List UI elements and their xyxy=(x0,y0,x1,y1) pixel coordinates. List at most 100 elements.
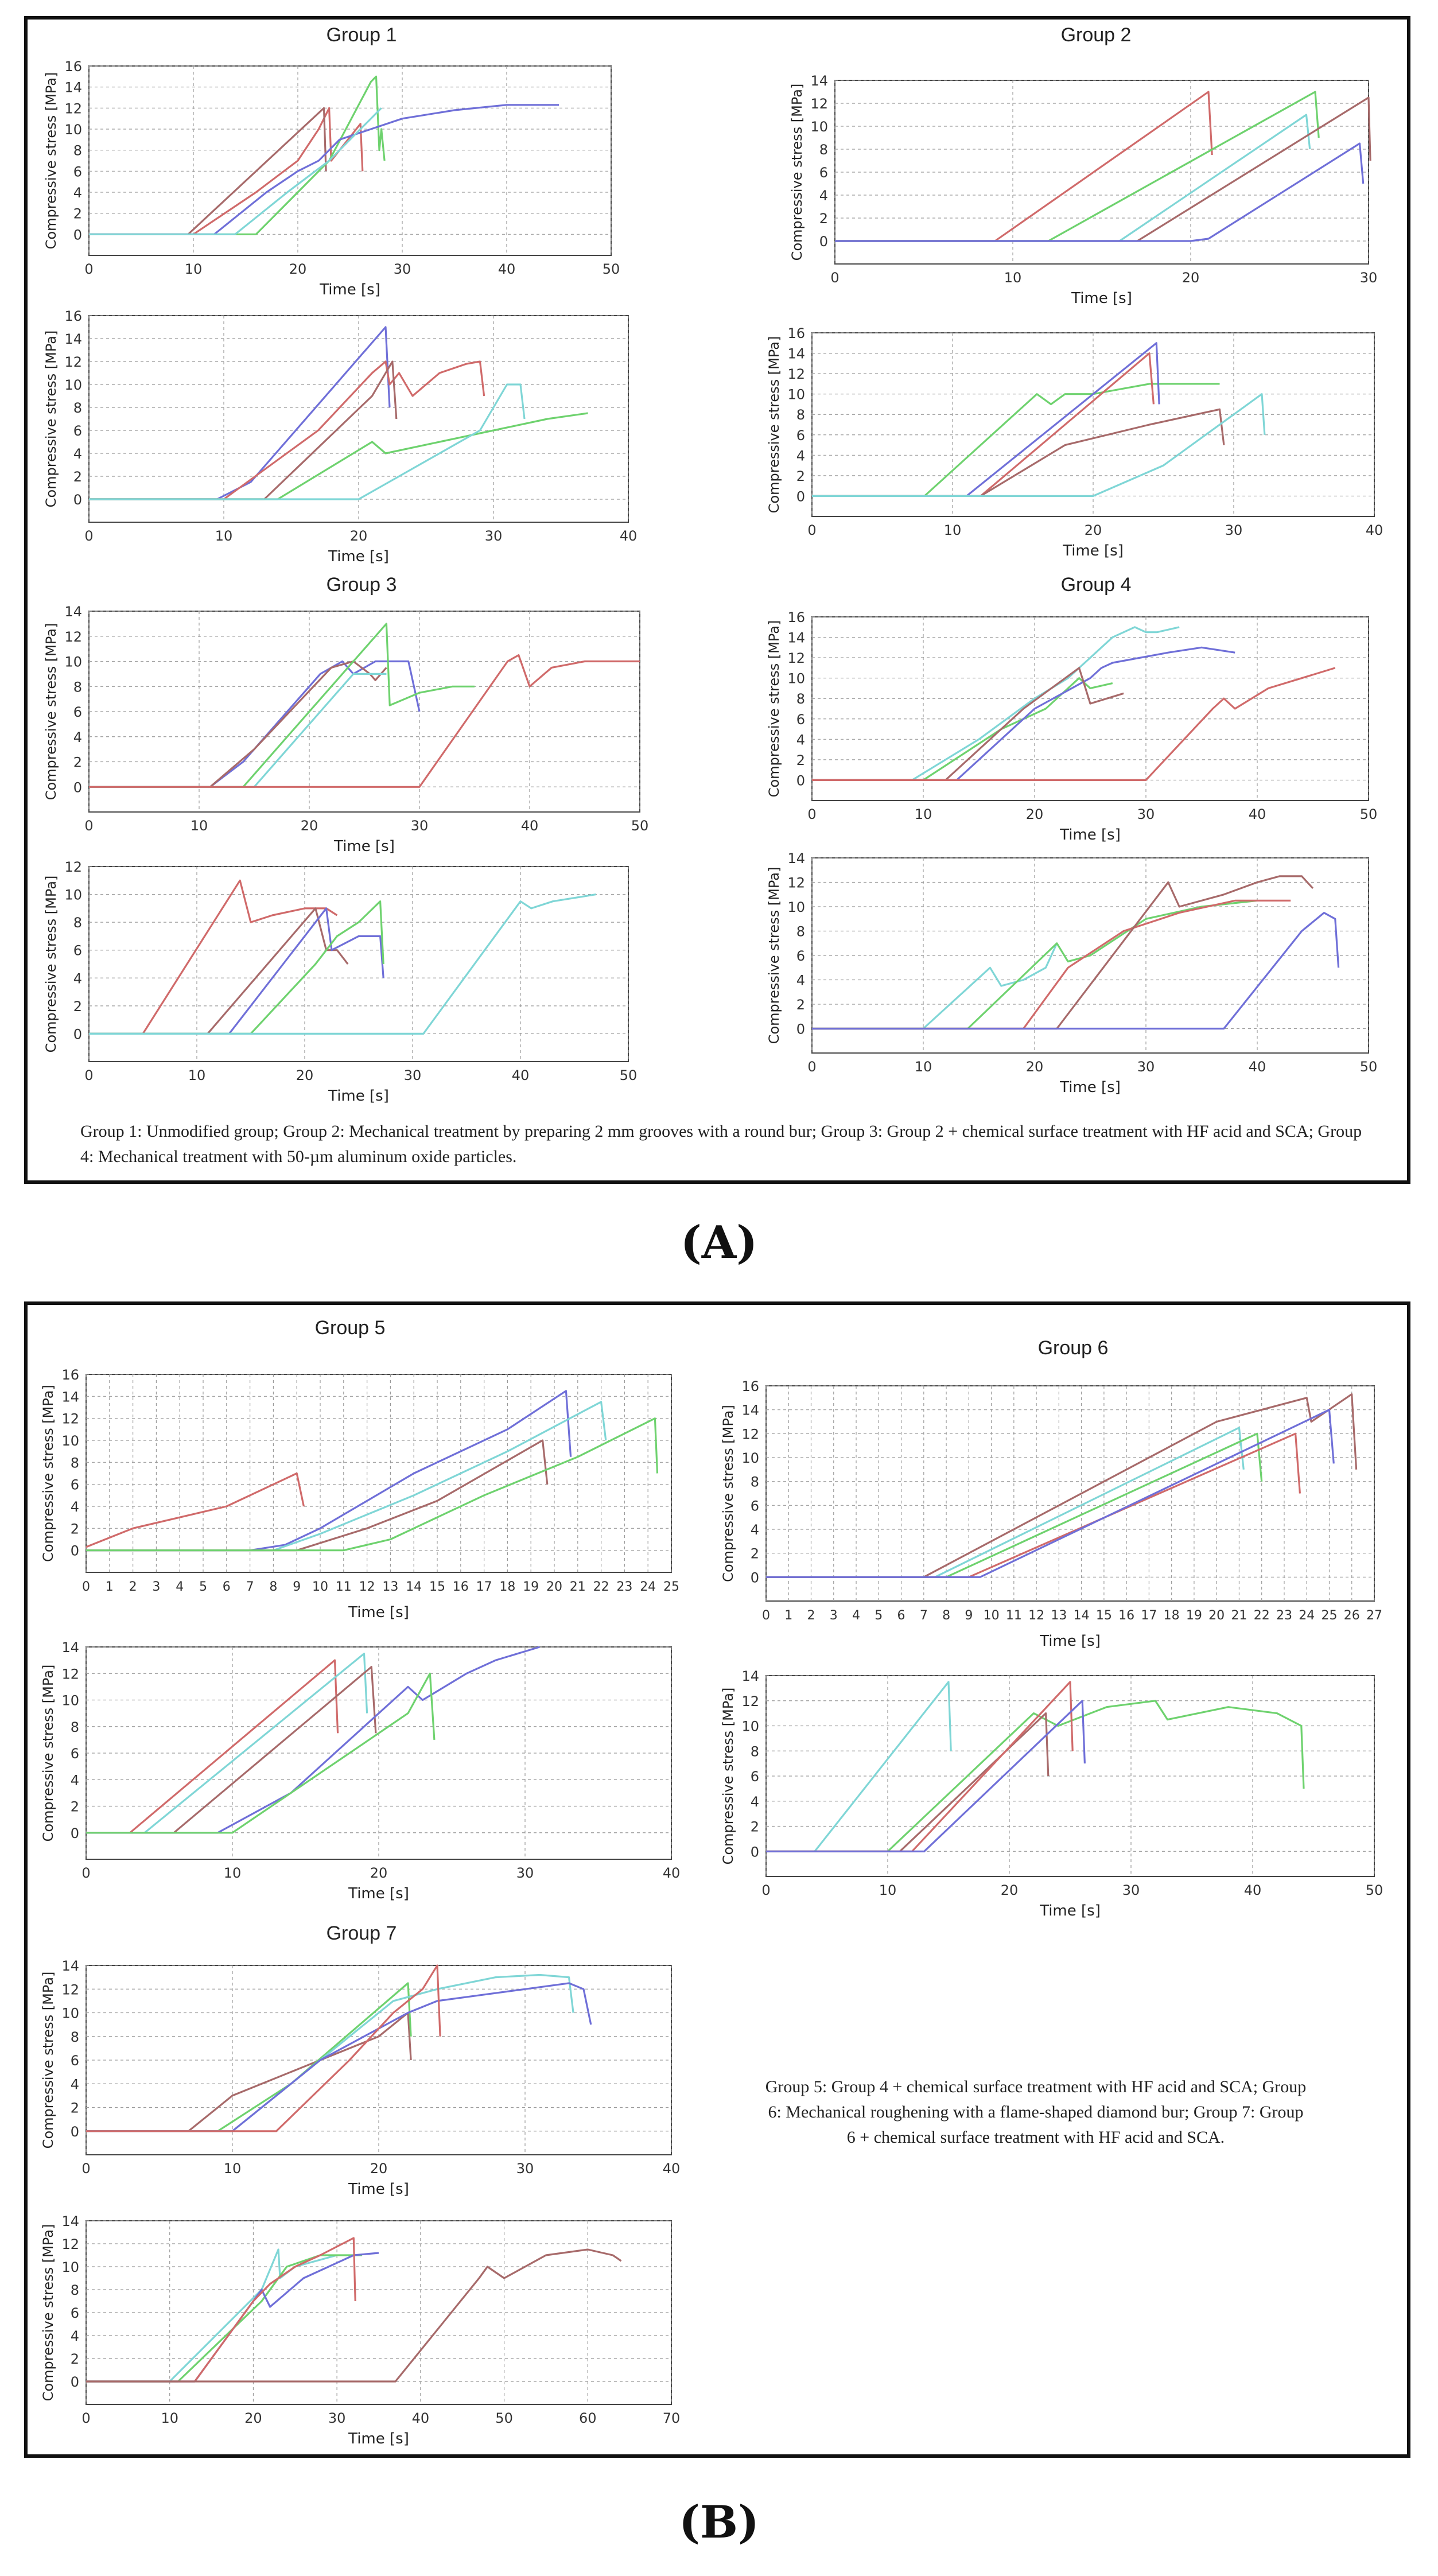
x-tick-label: 0 xyxy=(761,1882,770,1898)
x-tick-label: 40 xyxy=(1244,1882,1262,1898)
series-line-blue xyxy=(86,1982,592,2132)
x-tick-label: 11 xyxy=(336,1580,352,1594)
y-tick-label: 10 xyxy=(810,119,828,135)
x-tick-label: 18 xyxy=(1164,1608,1180,1623)
x-tick-label: 40 xyxy=(620,528,638,544)
y-axis-label: Compressive stress [MPa] xyxy=(40,1972,56,2149)
chart-group-1-bottom: 0 2 4 6 8 10 12 14 16 0 10 20 30 40 Time [s] Compressiv… xyxy=(43,308,638,565)
x-tick-label: 10 xyxy=(879,1882,897,1898)
x-tick-label: 60 xyxy=(579,2410,597,2426)
x-tick-label: 12 xyxy=(1028,1608,1044,1623)
y-tick-label: 2 xyxy=(751,1819,759,1835)
series-line-green xyxy=(766,1700,1305,1852)
x-tick-label: 18 xyxy=(499,1580,515,1594)
x-axis-label: Time [s] xyxy=(1059,826,1121,844)
series-line-cyan xyxy=(812,393,1266,497)
chart-group-7-bottom: 0 2 4 6 8 10 12 14 0 10 20 30 40 50 60 70 Time [s] Compre… xyxy=(40,2213,680,2447)
y-tick-label: 4 xyxy=(796,973,805,989)
series-line-red xyxy=(89,879,338,1035)
x-tick-label: 0 xyxy=(81,2161,90,2177)
y-tick-label: 2 xyxy=(796,997,805,1013)
y-tick-label: 14 xyxy=(64,604,82,620)
group-1-title: Group 1 xyxy=(326,24,397,46)
series-line-blue xyxy=(812,646,1235,781)
x-tick-label: 30 xyxy=(1122,1882,1140,1898)
series-line-blue xyxy=(812,912,1340,1030)
x-axis-label: Time [s] xyxy=(319,281,380,298)
x-tick-label: 20 xyxy=(1182,270,1200,286)
x-tick-label: 23 xyxy=(1276,1608,1292,1623)
x-tick-label: 10 xyxy=(1004,270,1022,286)
series-line-red xyxy=(86,1964,441,2132)
x-tick-label: 30 xyxy=(1360,270,1378,286)
y-tick-label: 4 xyxy=(73,185,82,201)
y-axis-label: Compressive stress [MPa] xyxy=(43,623,59,801)
x-tick-label: 40 xyxy=(512,1067,530,1083)
y-tick-label: 0 xyxy=(819,234,828,250)
chart-group-2-top: 0 2 4 6 8 10 12 14 0 10 20 30 Time [s] Compressive st… xyxy=(789,73,1378,307)
y-tick-label: 2 xyxy=(73,755,82,771)
y-tick-label: 14 xyxy=(61,1389,79,1405)
x-tick-label: 5 xyxy=(199,1580,207,1594)
y-tick-label: 10 xyxy=(787,671,805,687)
y-tick-label: 0 xyxy=(796,772,805,788)
x-tick-label: 0 xyxy=(807,1059,816,1075)
y-tick-label: 12 xyxy=(810,96,828,112)
x-axis-label: Time [s] xyxy=(1059,1079,1121,1096)
chart-group-2-bottom: 0 2 4 6 8 10 12 14 16 0 10 20 30 40 Time [s] Compressiv… xyxy=(766,325,1383,560)
y-tick-label: 4 xyxy=(73,729,82,745)
x-tick-label: 25 xyxy=(663,1580,679,1594)
y-tick-label: 8 xyxy=(71,1455,79,1471)
x-tick-label: 30 xyxy=(411,818,429,834)
y-tick-label: 16 xyxy=(64,308,82,324)
y-tick-label: 12 xyxy=(64,629,82,645)
x-tick-label: 3 xyxy=(830,1608,838,1623)
x-tick-label: 10 xyxy=(915,1059,932,1075)
group-4-title: Group 4 xyxy=(1060,574,1132,596)
series-line-red xyxy=(89,654,640,788)
y-tick-label: 0 xyxy=(71,1825,79,1841)
chart-group-3-top: 0 2 4 6 8 10 12 14 0 10 20 30 40 50 Time [s] Compressiv… xyxy=(43,604,648,855)
x-tick-label: 4 xyxy=(176,1580,184,1594)
x-tick-label: 40 xyxy=(663,2161,681,2177)
series-line-red xyxy=(85,1472,305,1548)
x-tick-label: 50 xyxy=(1360,1059,1378,1075)
y-tick-label: 6 xyxy=(751,1769,759,1785)
y-tick-label: 4 xyxy=(71,1772,79,1788)
x-tick-label: 0 xyxy=(84,528,93,544)
x-tick-label: 40 xyxy=(663,1865,681,1881)
x-tick-label: 0 xyxy=(807,522,816,538)
caption-b: Group 5: Group 4 + chemical surface trea… xyxy=(765,2077,1307,2147)
series-line-blue xyxy=(766,1700,1086,1852)
x-tick-label: 8 xyxy=(942,1608,950,1623)
y-tick-label: 4 xyxy=(819,188,828,204)
y-tick-label: 6 xyxy=(71,1746,79,1762)
series-line-green xyxy=(812,383,1220,497)
x-tick-label: 21 xyxy=(1231,1608,1247,1623)
x-tick-label: 0 xyxy=(84,261,93,277)
x-tick-label: 23 xyxy=(616,1580,632,1594)
x-tick-label: 5 xyxy=(875,1608,883,1623)
x-tick-label: 24 xyxy=(640,1580,656,1594)
y-tick-label: 10 xyxy=(741,1450,759,1466)
y-axis-label: Compressive stress [MPa] xyxy=(766,336,782,514)
series-line-green xyxy=(86,1417,659,1552)
group-6-title: Group 6 xyxy=(1037,1337,1109,1359)
x-tick-label: 0 xyxy=(84,1067,93,1083)
y-tick-label: 0 xyxy=(796,488,805,504)
x-tick-label: 40 xyxy=(1249,806,1266,822)
y-tick-label: 12 xyxy=(64,354,82,370)
y-tick-label: 8 xyxy=(71,1719,79,1735)
y-tick-label: 14 xyxy=(787,346,805,362)
x-tick-label: 21 xyxy=(570,1580,586,1594)
x-axis-label: Time [s] xyxy=(348,2430,409,2447)
x-tick-label: 17 xyxy=(476,1580,492,1594)
y-tick-label: 14 xyxy=(787,630,805,646)
x-tick-label: 6 xyxy=(223,1580,231,1594)
chart-group-4-top: 0 2 4 6 8 10 12 14 16 0 10 20 30 40 50 Time [s] Compress… xyxy=(766,609,1377,844)
y-tick-label: 12 xyxy=(61,1981,79,1998)
x-tick-label: 7 xyxy=(246,1580,254,1594)
y-tick-label: 10 xyxy=(787,899,805,915)
series-line-cyan xyxy=(89,893,596,1035)
